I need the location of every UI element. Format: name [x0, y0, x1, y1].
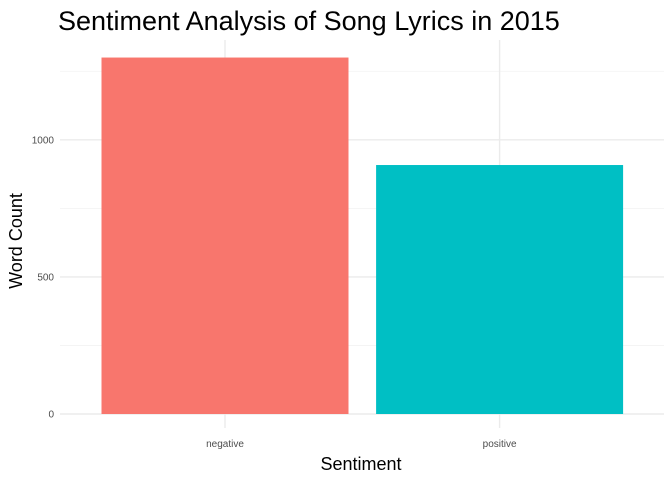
y-tick-label: 500 [37, 272, 54, 283]
y-axis-title: Word Count [6, 193, 26, 289]
y-tick-label: 1000 [32, 135, 55, 146]
x-tick-label: positive [483, 439, 517, 450]
y-axis-ticks: 0 500 1000 [32, 135, 55, 420]
bar-negative [101, 57, 349, 414]
x-axis-title: Sentiment [320, 454, 401, 474]
bar-positive [376, 165, 624, 414]
y-tick-label: 0 [48, 410, 54, 421]
chart-title: Sentiment Analysis of Song Lyrics in 201… [58, 6, 560, 36]
x-tick-label: negative [206, 439, 244, 450]
bars [101, 57, 624, 414]
x-axis-ticks: negative positive [206, 439, 517, 450]
